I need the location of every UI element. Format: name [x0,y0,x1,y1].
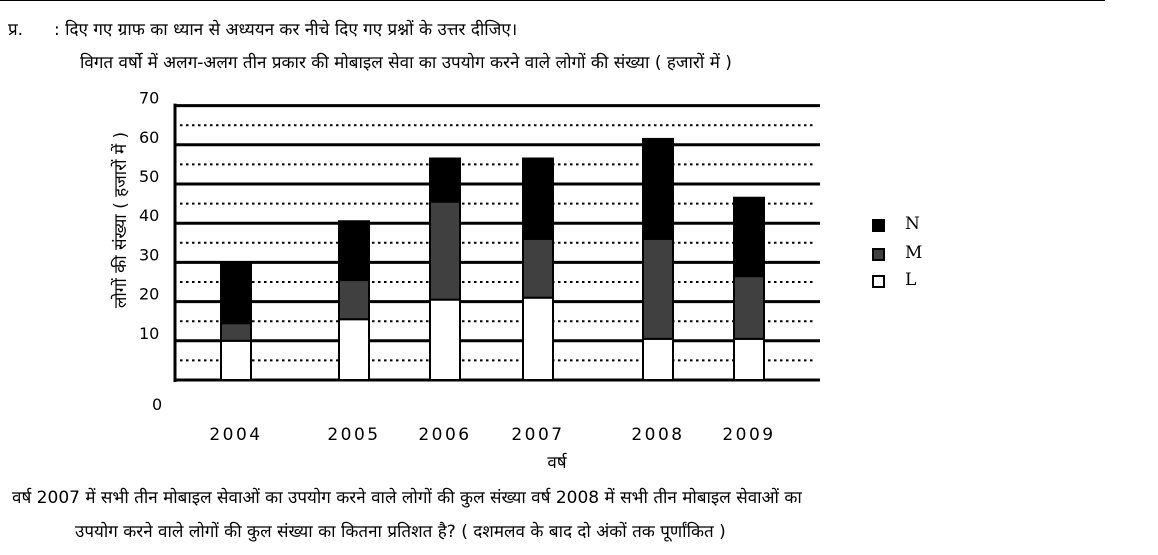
y-tick-label: 20 [139,285,159,304]
bar-segment-m [429,200,461,301]
bar-segment-m [733,275,765,340]
question-number-label: प्र. [8,20,24,40]
y-axis-label: लोगों की संख्या ( हजारों में ) [110,132,131,308]
y-tick-label: 30 [139,245,159,264]
y-tick-label: 60 [139,128,159,147]
x-tick-label: 2008 [631,425,684,445]
bar-segment-l [220,339,252,381]
legend-swatch-n [872,219,885,232]
question-text-line-1: वर्ष 2007 में सभी तीन मोबाइल सेवाओं का उ… [12,488,802,508]
bar-segment-l [733,337,765,381]
bar-segment-m [338,279,370,321]
x-axis-label: वर्ष [547,452,567,473]
bar-segment-n [429,157,461,203]
legend-label-n: N [905,214,920,234]
bar-segment-m [642,237,674,340]
y-tick-label: 70 [139,89,159,108]
bar-segment-m [522,237,554,299]
y-tick-label: 10 [139,324,159,343]
y-tick-label: 0 [152,395,162,414]
legend-label-l: L [905,270,917,290]
bar-segment-n [642,137,674,240]
bar-segment-n [338,220,370,282]
bar-segment-l [338,318,370,381]
instruction-text: : दिए गए ग्राफ का ध्यान से अध्ययन कर नीच… [54,20,518,40]
bar-segment-n [733,196,765,278]
top-rule [0,0,1105,1]
y-tick-label: 40 [139,206,159,225]
x-tick-label: 2006 [418,425,471,445]
y-tick-label: 50 [139,167,159,186]
bar-segment-n [220,261,252,325]
x-tick-label: 2004 [209,425,262,445]
x-tick-label: 2007 [511,425,564,445]
question-text-line-2: उपयोग करने वाले लोगों की कुल संख्या का क… [75,522,726,542]
bar-segment-n [522,157,554,240]
legend-swatch-m [872,248,885,261]
bar-segment-l [642,337,674,381]
x-tick-label: 2005 [327,425,380,445]
x-tick-label: 2009 [722,425,775,445]
bar-segment-l [429,298,461,382]
bar-segment-l [522,296,554,381]
legend-label-m: M [905,243,923,263]
chart-title: विगत वर्षो में अलग-अलग तीन प्रकार की मोब… [80,53,732,73]
legend-swatch-l [872,275,885,288]
bar-segment-m [220,322,252,342]
